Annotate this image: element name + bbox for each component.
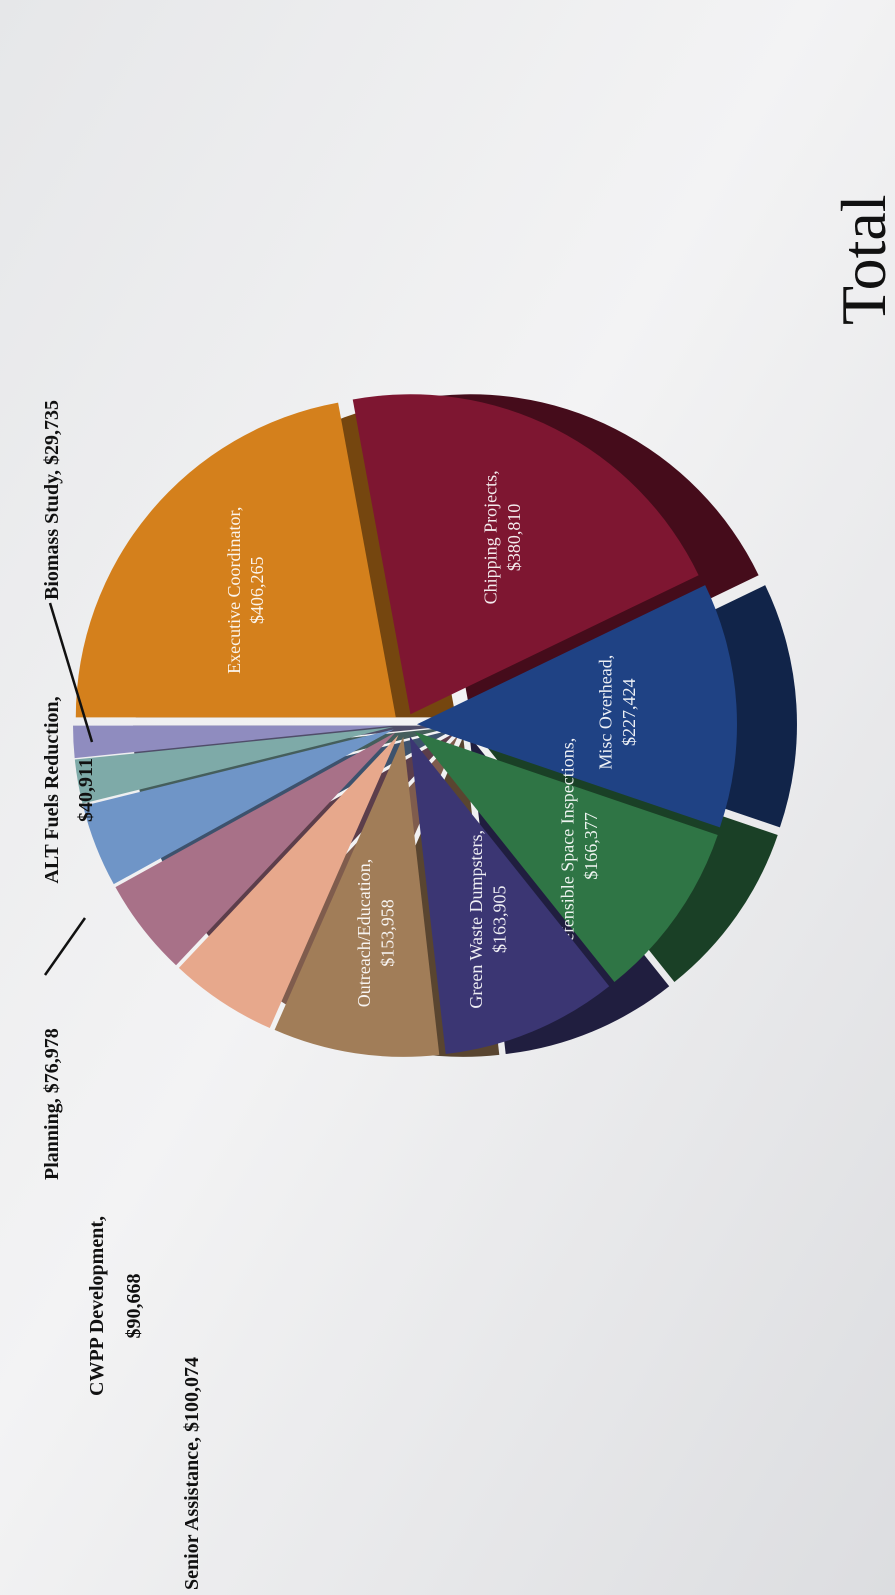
leader-line-biomass bbox=[48, 602, 94, 743]
pie-slices: Executive Coordinator, $406,265 Chipping P… bbox=[73, 394, 797, 1057]
slice-misc-overhead bbox=[416, 585, 737, 828]
label-senior-assistance: Senior Assistance, $100,074 bbox=[181, 1357, 203, 1590]
label-biomass-study: Biomass Study, $29,735 bbox=[41, 400, 63, 600]
slice-green-waste-dumpsters bbox=[409, 736, 610, 1055]
chart-title: Total bbox=[828, 194, 895, 325]
slice-label-executive-coordinator: Executive Coordinator, $406,265 bbox=[224, 507, 267, 674]
slice-label-green-waste-dumpsters: Green Waste Dumpsters, $163,905 bbox=[466, 830, 509, 1009]
slice-chipping-projects bbox=[352, 394, 699, 715]
slice-defensible-space-inspections bbox=[414, 731, 718, 983]
external-labels: Planning, $76,978 CWPP Development, $90,… bbox=[41, 400, 203, 1590]
leader-line-planning bbox=[43, 917, 87, 976]
value-cwpp-development: $90,668 bbox=[123, 1274, 145, 1339]
slice-alt-fuels-reduction bbox=[74, 727, 394, 804]
label-planning: Planning, $76,978 bbox=[41, 1028, 63, 1180]
slice-cwpp-development bbox=[115, 732, 396, 966]
slice-label-outreach-education: Outreach/Education, $153,958 bbox=[354, 859, 397, 1007]
value-alt-fuels-reduction: $40,911 bbox=[75, 758, 97, 822]
slice-outreach-education bbox=[274, 736, 440, 1057]
label-alt-fuels-reduction: ALT Fuels Reduction, bbox=[41, 696, 63, 883]
label-cwpp-development: CWPP Development, bbox=[86, 1216, 108, 1396]
slice-executive-coordinator bbox=[75, 402, 396, 718]
slice-label-chipping-projects: Chipping Projects, $380,810 bbox=[481, 470, 524, 604]
slice-planning bbox=[83, 729, 394, 885]
slice-senior-assistance bbox=[178, 735, 399, 1029]
slice-label-defensible-space-inspections: Defensible Space Inspections, $166,377 bbox=[558, 738, 601, 954]
slice-label-misc-overhead: Misc Overhead, $227,424 bbox=[595, 655, 638, 770]
slice-biomass-study bbox=[73, 725, 394, 759]
